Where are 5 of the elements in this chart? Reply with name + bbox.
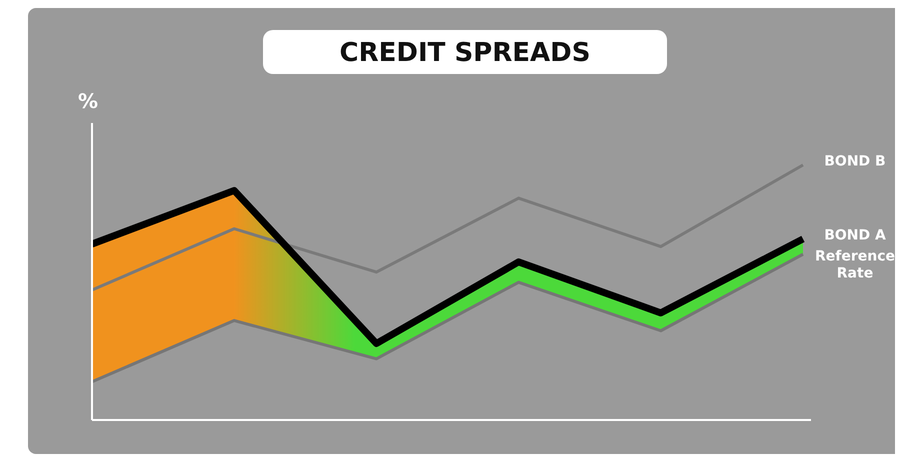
chart-title: CREDIT SPREADS — [340, 38, 590, 68]
series-label: Reference Rate — [814, 248, 896, 282]
y-axis-title: % — [78, 89, 98, 113]
series-label: BOND B — [824, 154, 886, 170]
series-label: BOND A — [824, 227, 886, 244]
